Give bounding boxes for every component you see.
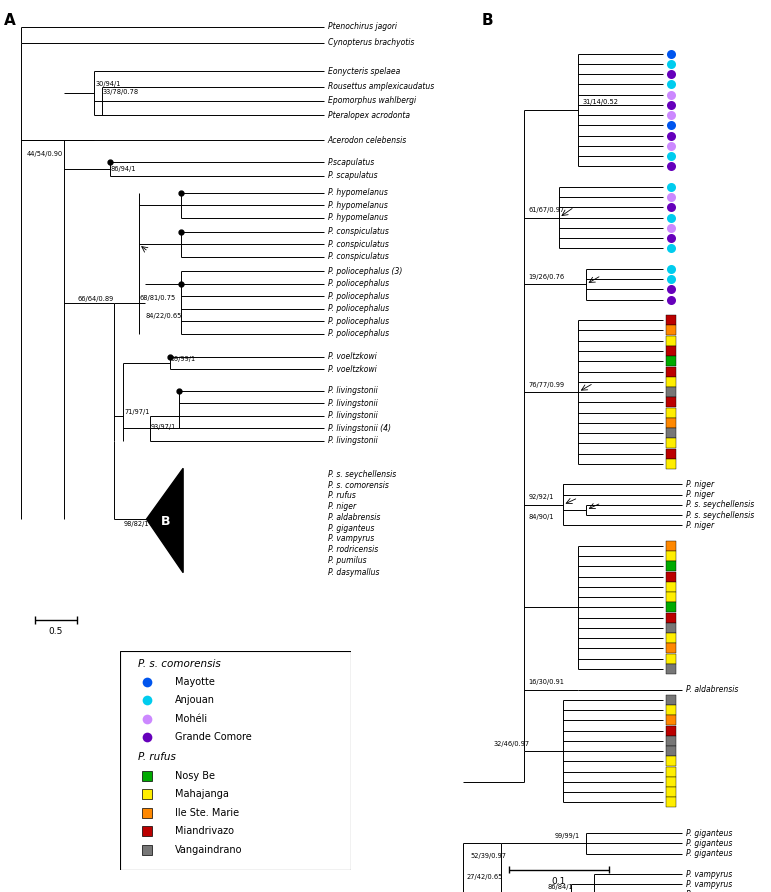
- Text: P. poliocephalus: P. poliocephalus: [328, 317, 389, 326]
- Text: P. niger: P. niger: [686, 490, 714, 500]
- Text: 99/99/1: 99/99/1: [170, 357, 196, 362]
- Text: 93/97/1: 93/97/1: [151, 425, 177, 430]
- Text: Epomorphus wahlbergi: Epomorphus wahlbergi: [328, 96, 416, 105]
- Text: P. conspiculatus: P. conspiculatus: [328, 240, 389, 249]
- Text: Mahajanga: Mahajanga: [175, 789, 229, 799]
- Text: P. livingstonii: P. livingstonii: [328, 386, 378, 395]
- Text: 71/97/1: 71/97/1: [124, 409, 150, 415]
- Text: 68/81/0.75: 68/81/0.75: [140, 295, 176, 301]
- Text: P. s. seychellensis: P. s. seychellensis: [328, 470, 396, 479]
- Text: Rousettus amplexicaudatus: Rousettus amplexicaudatus: [328, 82, 434, 91]
- Text: Grande Comore: Grande Comore: [175, 732, 252, 742]
- Text: P. s. comorensis: P. s. comorensis: [138, 659, 221, 669]
- Text: 84/90/1: 84/90/1: [528, 515, 554, 520]
- Text: 52/39/0.97: 52/39/0.97: [470, 854, 507, 860]
- Text: P. niger: P. niger: [686, 480, 714, 489]
- Text: 33/78/0.78: 33/78/0.78: [103, 89, 139, 95]
- Text: P. dasymallus: P. dasymallus: [328, 568, 379, 577]
- Text: 86/84/1: 86/84/1: [547, 884, 573, 890]
- Text: 92/92/1: 92/92/1: [528, 494, 554, 500]
- Text: P. conspiculatus: P. conspiculatus: [328, 252, 389, 261]
- Text: 86/94/1: 86/94/1: [111, 167, 136, 172]
- Text: P. poliocephalus: P. poliocephalus: [328, 304, 389, 313]
- Text: P. niger: P. niger: [328, 502, 355, 511]
- Text: P. rufus: P. rufus: [328, 491, 355, 500]
- Text: Vangaindrano: Vangaindrano: [175, 845, 243, 855]
- Text: Ptenochirus jagori: Ptenochirus jagori: [328, 22, 396, 31]
- Text: 0.1: 0.1: [552, 877, 566, 886]
- FancyBboxPatch shape: [120, 651, 351, 870]
- Text: Miandrivazo: Miandrivazo: [175, 827, 234, 837]
- Text: P. hypomelanus: P. hypomelanus: [328, 213, 388, 222]
- Text: P. poliocephalus: P. poliocephalus: [328, 292, 389, 301]
- Text: P. poliocephalus: P. poliocephalus: [328, 279, 389, 288]
- Text: P. livingstonii: P. livingstonii: [328, 436, 378, 445]
- Text: Mayotte: Mayotte: [175, 677, 215, 687]
- Text: B: B: [482, 13, 493, 29]
- Text: Anjouan: Anjouan: [175, 696, 215, 706]
- Text: P. rodricensis: P. rodricensis: [328, 545, 378, 554]
- Text: P. hypomelanus: P. hypomelanus: [328, 188, 388, 197]
- Text: Nosy Be: Nosy Be: [175, 771, 215, 780]
- Text: P. vampyrus: P. vampyrus: [686, 870, 732, 879]
- Text: P. voeltzkowi: P. voeltzkowi: [328, 352, 376, 361]
- Text: P. livingstonii: P. livingstonii: [328, 399, 378, 408]
- Text: P. s. seychellensis: P. s. seychellensis: [686, 500, 755, 509]
- Text: P. giganteus: P. giganteus: [686, 829, 732, 838]
- Text: 84/22/0.65: 84/22/0.65: [145, 313, 182, 318]
- Text: Pteralopex acrodonta: Pteralopex acrodonta: [328, 111, 409, 120]
- Text: 99/99/1: 99/99/1: [555, 833, 581, 838]
- Text: P. niger: P. niger: [686, 521, 714, 530]
- Text: P. vampyrus: P. vampyrus: [328, 534, 374, 543]
- Text: 27/42/0.65: 27/42/0.65: [466, 874, 503, 880]
- Text: 76/77/0.99: 76/77/0.99: [528, 382, 564, 387]
- Text: P. giganteus: P. giganteus: [686, 838, 732, 848]
- Text: 98/82/1: 98/82/1: [123, 521, 149, 526]
- Text: P. livingstonii (4): P. livingstonii (4): [328, 424, 391, 433]
- Text: Eonycteris spelaea: Eonycteris spelaea: [328, 67, 400, 76]
- Text: Acerodon celebensis: Acerodon celebensis: [328, 136, 407, 145]
- Text: 30/94/1: 30/94/1: [96, 80, 120, 87]
- Text: P. scapulatus: P. scapulatus: [328, 171, 377, 180]
- Text: 44/54/0.90: 44/54/0.90: [26, 152, 62, 157]
- Text: 66/64/0.89: 66/64/0.89: [77, 296, 113, 301]
- Text: 61/67/0.97: 61/67/0.97: [528, 207, 564, 213]
- Polygon shape: [146, 468, 183, 573]
- Text: P. pumilus: P. pumilus: [328, 556, 366, 565]
- Text: 31/14/0.52: 31/14/0.52: [582, 100, 618, 105]
- Text: P.scapulatus: P.scapulatus: [328, 158, 375, 167]
- Text: P. poliocephalus: P. poliocephalus: [328, 329, 389, 338]
- Text: B: B: [161, 516, 170, 528]
- Text: P. giganteus: P. giganteus: [686, 849, 732, 858]
- Text: P. hypomelanus: P. hypomelanus: [328, 201, 388, 210]
- Text: A: A: [4, 13, 15, 29]
- Text: P. livingstonii: P. livingstonii: [328, 411, 378, 420]
- Text: 16/30/0.91: 16/30/0.91: [528, 679, 564, 685]
- Text: P. vampyrus: P. vampyrus: [686, 880, 732, 889]
- Text: P. voeltzkowi: P. voeltzkowi: [328, 365, 376, 374]
- Text: P. aldabrensis: P. aldabrensis: [686, 685, 739, 694]
- Text: P. vampyrus: P. vampyrus: [686, 890, 732, 892]
- Text: Cynopterus brachyotis: Cynopterus brachyotis: [328, 38, 414, 47]
- Text: 32/46/0.97: 32/46/0.97: [493, 740, 530, 747]
- Text: P. s. comorensis: P. s. comorensis: [328, 481, 389, 490]
- Text: P. aldabrensis: P. aldabrensis: [328, 513, 380, 522]
- Text: 0.5: 0.5: [49, 627, 63, 636]
- Text: P. rufus: P. rufus: [138, 752, 176, 762]
- Text: P. poliocephalus (3): P. poliocephalus (3): [328, 267, 402, 276]
- Text: Mohéli: Mohéli: [175, 714, 207, 724]
- Text: 19/26/0.76: 19/26/0.76: [528, 274, 564, 280]
- Text: P. conspiculatus: P. conspiculatus: [328, 227, 389, 236]
- Text: P. giganteus: P. giganteus: [328, 524, 374, 533]
- Text: Ile Ste. Marie: Ile Ste. Marie: [175, 808, 239, 818]
- Text: P. s. seychellensis: P. s. seychellensis: [686, 510, 755, 520]
